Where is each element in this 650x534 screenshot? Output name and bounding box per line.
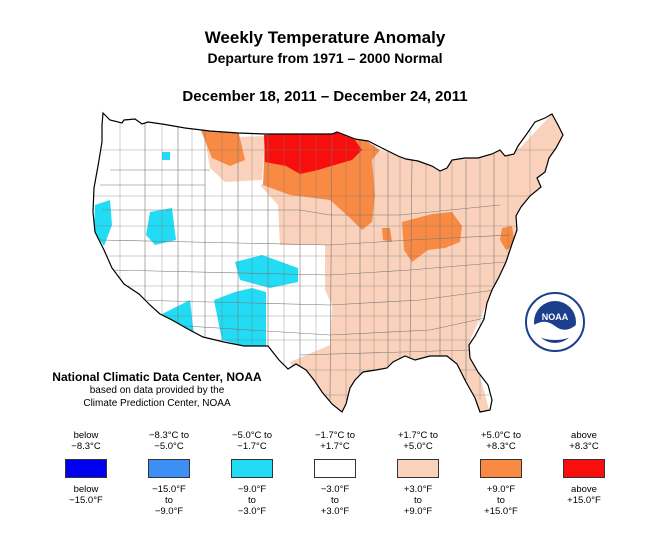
credit-agency: National Climatic Data Center, NOAA <box>52 370 262 384</box>
legend-fahrenheit: below −15.0°F <box>69 484 103 506</box>
hot-region-north-dakota <box>264 132 362 174</box>
legend-item-5-0-to-8-3c: +5.0°C to +8.3°C +9.0°F to +15.0°F <box>459 430 543 517</box>
legend-swatch <box>480 459 522 478</box>
legend-fahrenheit: −3.0°F to +3.0°F <box>320 484 350 517</box>
noaa-logo-text: NOAA <box>542 312 569 322</box>
anomaly-fill-layer <box>93 113 563 412</box>
warm-region-montana <box>200 128 245 166</box>
legend-celsius: above +8.3°C <box>569 430 599 452</box>
legend-item-8-3-to-5-0c: −8.3°C to −5.0°C −15.0°F to −9.0°F <box>127 430 211 517</box>
legend-celsius: +1.7°C to +5.0°C <box>398 430 438 452</box>
warm-region-iowa-spot <box>382 228 392 242</box>
legend-fahrenheit: +3.0°F to +9.0°F <box>403 484 433 517</box>
legend-item-1-7-to-5-0c: +1.7°C to +5.0°C +3.0°F to +9.0°F <box>376 430 460 517</box>
warm-region-delaware <box>500 226 515 250</box>
legend-swatch <box>314 459 356 478</box>
legend-celsius: below −8.3°C <box>71 430 101 452</box>
credit-line-3: Climate Prediction Center, NOAA <box>83 398 231 409</box>
noaa-logo: NOAA <box>525 292 585 352</box>
legend-celsius: +5.0°C to +8.3°C <box>481 430 521 452</box>
us-outline <box>92 111 564 413</box>
cool-region-idaho <box>162 152 170 160</box>
legend-item-below-8-3c: below −8.3°C below −15.0°F <box>44 430 128 506</box>
legend-fahrenheit: +9.0°F to +15.0°F <box>484 484 518 517</box>
legend-fahrenheit: −15.0°F to −9.0°F <box>152 484 186 517</box>
warm-region-ohio-valley <box>402 212 462 262</box>
legend-swatch <box>563 459 605 478</box>
legend-celsius: −8.3°C to −5.0°C <box>149 430 189 452</box>
cool-region-great-basin <box>146 208 176 245</box>
legend-celsius: −5.0°C to −1.7°C <box>232 430 272 452</box>
legend-fahrenheit: above +15.0°F <box>567 484 601 506</box>
legend-item-near-normal: −1.7°C to +1.7°C −3.0°F to +3.0°F <box>293 430 377 517</box>
temperature-legend: below −8.3°C below −15.0°F −8.3°C to −5.… <box>44 430 605 520</box>
legend-swatch <box>65 459 107 478</box>
date-range: December 18, 2011 – December 24, 2011 <box>182 88 468 105</box>
legend-item-above-8-3c: above +8.3°C above +15.0°F <box>542 430 626 506</box>
map-title: Weekly Temperature Anomaly <box>204 28 446 47</box>
legend-item-5-0-to-1-7c: −5.0°C to −1.7°C −9.0°F to −3.0°F <box>210 430 294 517</box>
map-subtitle: Departure from 1971 – 2000 Normal <box>207 50 443 66</box>
legend-swatch <box>397 459 439 478</box>
legend-swatch <box>148 459 190 478</box>
cool-region-california <box>94 200 112 246</box>
legend-fahrenheit: −9.0°F to −3.0°F <box>237 484 267 517</box>
state-boundaries <box>93 113 560 401</box>
cool-region-colorado <box>235 255 298 288</box>
credit-line-2: based on data provided by the <box>89 385 225 396</box>
legend-celsius: −1.7°C to +1.7°C <box>315 430 355 452</box>
legend-swatch <box>231 459 273 478</box>
